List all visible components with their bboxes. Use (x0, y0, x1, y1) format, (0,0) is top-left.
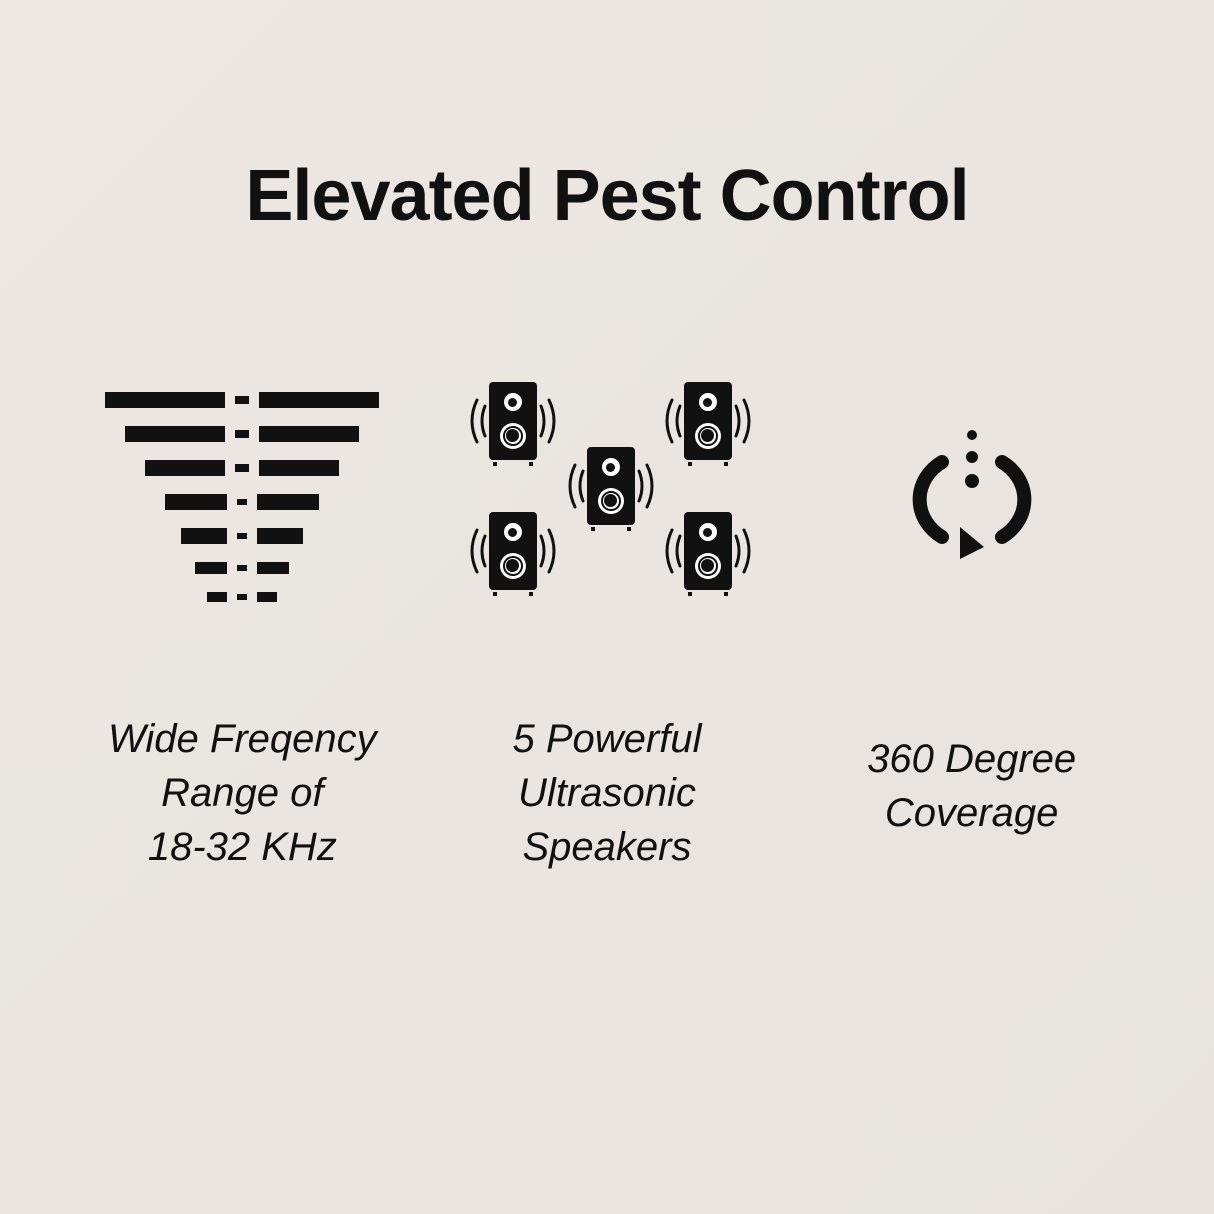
speakers-icon (437, 377, 777, 617)
caption-line: 18-32 KHz (108, 820, 377, 874)
feature-caption: 360 Degree Coverage (867, 732, 1076, 840)
caption-line: 360 Degree (867, 732, 1076, 786)
features-row: Wide Freqency Range of 18-32 KHz (0, 377, 1214, 874)
caption-line: Speakers (512, 820, 701, 874)
caption-line: Ultrasonic (512, 766, 701, 820)
speaker-icon (662, 512, 754, 590)
feature-caption: Wide Freqency Range of 18-32 KHz (108, 712, 377, 874)
caption-line: Wide Freqency (108, 712, 377, 766)
frequency-icon (105, 377, 379, 617)
speaker-icon (467, 382, 559, 460)
caption-line: Coverage (867, 786, 1076, 840)
speaker-icon (565, 447, 657, 525)
feature-speakers: 5 Powerful Ultrasonic Speakers (427, 377, 787, 874)
feature-rotation: 360 Degree Coverage (792, 377, 1152, 874)
speaker-icon (662, 382, 754, 460)
caption-line: Range of (108, 766, 377, 820)
caption-line: 5 Powerful (512, 712, 701, 766)
feature-caption: 5 Powerful Ultrasonic Speakers (512, 712, 701, 874)
page-title: Elevated Pest Control (245, 155, 968, 237)
feature-frequency: Wide Freqency Range of 18-32 KHz (62, 377, 422, 874)
speaker-icon (467, 512, 559, 590)
rotation-icon (882, 377, 1062, 617)
